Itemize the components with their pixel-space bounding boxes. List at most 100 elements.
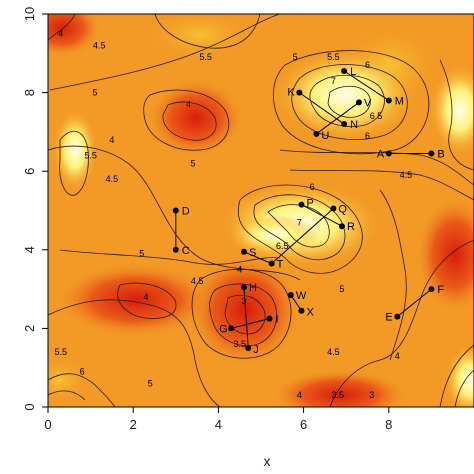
point-R (338, 223, 345, 230)
plot-frame (47, 13, 474, 408)
points: A B C D E F G H I J K L M N P QR S T U V WX (172, 66, 445, 356)
point-K (296, 89, 303, 96)
x-tick-label: 4 (215, 417, 222, 432)
contour-label: 5.5 (84, 150, 97, 160)
contour-label: 5.5 (327, 52, 340, 62)
y-tick-label: 10 (22, 7, 37, 21)
point-L (341, 67, 348, 74)
point-W (287, 291, 294, 298)
contour-label: 4 (109, 135, 114, 145)
point-label-B: B (437, 149, 444, 161)
contour-label: 6 (80, 367, 85, 377)
point-label-H: H (249, 282, 257, 294)
point-V (355, 99, 362, 106)
contour-label: 5 (139, 249, 144, 259)
y-tick-label: 6 (22, 168, 37, 175)
x-tick-label: 8 (385, 417, 392, 432)
point-P (298, 201, 305, 208)
contour-label: 4 (297, 390, 302, 400)
point-C (172, 246, 179, 253)
point-J (245, 345, 252, 352)
point-label-J: J (253, 344, 259, 356)
point-G (228, 325, 235, 332)
contour-label: 6 (365, 131, 370, 141)
x-tick-label: 0 (44, 417, 51, 432)
contour-label: 5.5 (55, 347, 68, 357)
point-label-X: X (306, 307, 314, 319)
contour-label: 5 (190, 158, 195, 168)
segments (175, 70, 432, 349)
contour-label: 7 (331, 76, 336, 86)
segment-G-I (231, 318, 270, 329)
segment-E-F (397, 288, 432, 317)
contour-label: 3.5 (233, 339, 246, 349)
point-M (385, 97, 392, 104)
y-tick-label: 0 (22, 403, 37, 410)
point-label-R: R (347, 221, 355, 233)
point-label-Q: Q (338, 204, 347, 216)
point-label-S: S (249, 247, 256, 259)
point-label-K: K (287, 87, 295, 99)
segment-H-J (243, 287, 249, 349)
contour-label: 4 (237, 264, 242, 274)
point-label-N: N (350, 119, 358, 131)
contour-label: 4.5 (106, 174, 119, 184)
contour-label: 5 (148, 378, 153, 388)
contour-label: 3.5 (331, 390, 344, 400)
contour-label: 6 (310, 182, 315, 192)
contour-label: 6.5 (276, 241, 289, 251)
contour-label: 4 (186, 99, 191, 109)
y-tick-label: 4 (22, 246, 37, 253)
contour-lines (48, 14, 474, 407)
contour-label: 5.5 (199, 52, 212, 62)
point-label-C: C (182, 245, 190, 257)
point-label-A: A (377, 149, 385, 161)
point-D (172, 207, 179, 214)
point-label-M: M (395, 95, 404, 107)
x-axis-title: x (264, 453, 271, 469)
contour-label: 5 (339, 284, 344, 294)
contour-label: 4.5 (93, 40, 106, 50)
point-label-I: I (276, 314, 279, 326)
x-tick-label: 6 (300, 417, 307, 432)
point-F (428, 286, 435, 293)
point-label-V: V (364, 97, 372, 109)
y-tick-label: 8 (22, 89, 37, 96)
point-label-E: E (385, 312, 392, 324)
point-B (428, 150, 435, 157)
x-axis: 0 2 4 6 8 (44, 407, 392, 432)
point-label-T: T (277, 259, 284, 271)
x-tick-label: 2 (130, 417, 137, 432)
point-label-G: G (219, 323, 228, 335)
contour-label: 6.5 (370, 111, 383, 121)
segment-P-R (301, 204, 343, 227)
contour-label: 6 (365, 60, 370, 70)
segment-W-X (290, 294, 302, 311)
point-label-P: P (306, 198, 313, 210)
point-I (266, 315, 273, 322)
point-U (313, 130, 320, 137)
contour-label: 4.5 (327, 347, 340, 357)
segment-M-L (343, 70, 390, 101)
point-label-F: F (437, 284, 444, 296)
point-label-D: D (182, 206, 190, 218)
segment-U-V (316, 102, 360, 135)
point-E (394, 313, 401, 320)
contour-label: 4.5 (400, 170, 413, 180)
segment-Q-T (271, 208, 334, 264)
point-S (240, 248, 247, 255)
y-axis: 0 2 4 6 8 10 (22, 7, 48, 411)
point-H (240, 284, 247, 291)
y-tick-label: 2 (22, 325, 37, 332)
contour-label: 4 (395, 351, 400, 361)
point-label-U: U (321, 130, 329, 142)
point-N (341, 121, 348, 128)
contour-label: 7 (297, 217, 302, 227)
contour-label: 4 (143, 292, 148, 302)
heatmap-field (48, 14, 474, 407)
point-label-L: L (350, 66, 356, 78)
point-Q (330, 205, 337, 212)
contour-label: 5 (92, 88, 97, 98)
segment-S-T (243, 251, 272, 265)
